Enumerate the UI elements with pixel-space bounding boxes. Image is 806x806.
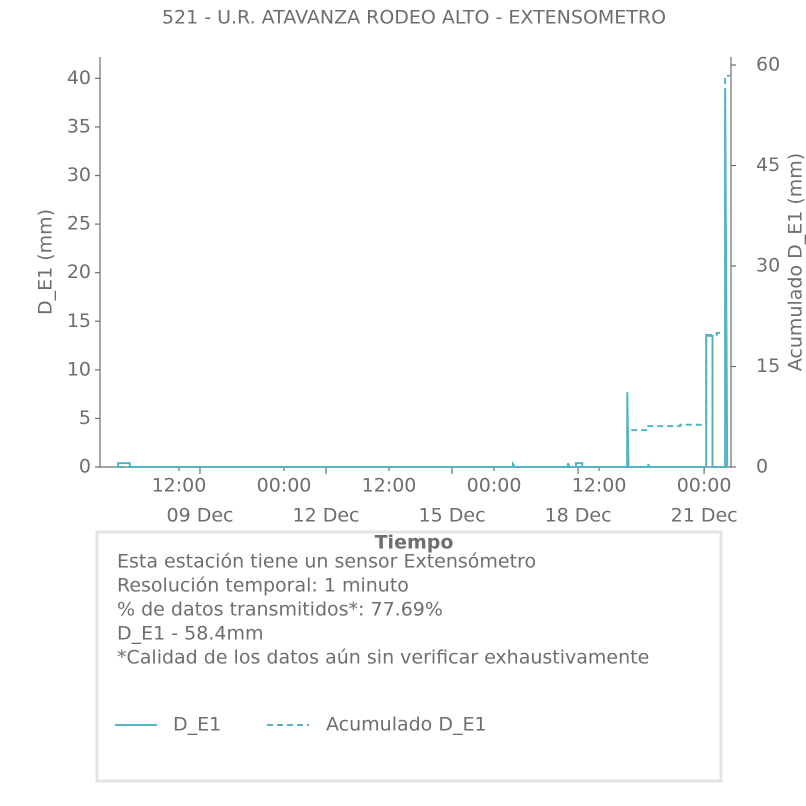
- y2-axis-label: Acumulado D_E1 (mm): [785, 153, 806, 371]
- x-tick-label: 18 Dec: [545, 505, 612, 527]
- x-minor-tick-label: 00:00: [677, 475, 732, 497]
- info-line: D_E1 - 58.4mm: [117, 623, 263, 645]
- x-minor-tick-label: 12:00: [152, 475, 207, 497]
- y2-tick-label: 15: [756, 355, 780, 377]
- x-tick-label: 15 Dec: [419, 505, 486, 527]
- y2-tick-label: 30: [756, 255, 780, 277]
- x-minor-tick-label: 12:00: [362, 475, 417, 497]
- series-line: [117, 91, 729, 468]
- legend-label: D_E1: [173, 714, 221, 736]
- x-minor-tick-label: 00:00: [257, 475, 312, 497]
- y-tick-label: 20: [67, 261, 91, 283]
- y-tick-label: 15: [67, 310, 91, 332]
- x-minor-tick-label: 00:00: [467, 475, 522, 497]
- x-axis-label: Tiempo: [375, 532, 454, 554]
- info-line: % de datos transmitidos*: 77.69%: [117, 599, 443, 621]
- x-tick-label: 21 Dec: [671, 505, 738, 527]
- x-minor-tick-label: 12:00: [572, 475, 627, 497]
- series-line: [118, 74, 731, 468]
- y-tick-label: 10: [67, 358, 91, 380]
- x-tick-label: 09 Dec: [166, 505, 233, 527]
- info-line: *Calidad de los datos aún sin verificar …: [117, 647, 649, 669]
- y-tick-label: 5: [79, 407, 91, 429]
- info-line: Esta estación tiene un sensor Extensómet…: [117, 551, 536, 573]
- legend-label: Acumulado D_E1: [326, 714, 487, 736]
- y-tick-label: 40: [67, 67, 91, 89]
- y2-tick-label: 60: [756, 54, 780, 76]
- info-line: Resolución temporal: 1 minuto: [117, 575, 409, 597]
- y-tick-label: 0: [79, 456, 91, 478]
- info-box: [95, 530, 723, 783]
- y-axis-label: D_E1 (mm): [35, 209, 57, 315]
- y-tick-label: 35: [67, 115, 91, 137]
- y-tick-label: 25: [67, 213, 91, 235]
- y-tick-label: 30: [67, 164, 91, 186]
- x-tick-label: 12 Dec: [293, 505, 360, 527]
- y2-tick-label: 45: [756, 154, 780, 176]
- y2-tick-label: 0: [756, 456, 768, 478]
- chart-title: 521 - U.R. ATAVANZA RODEO ALTO - EXTENSO…: [162, 7, 666, 29]
